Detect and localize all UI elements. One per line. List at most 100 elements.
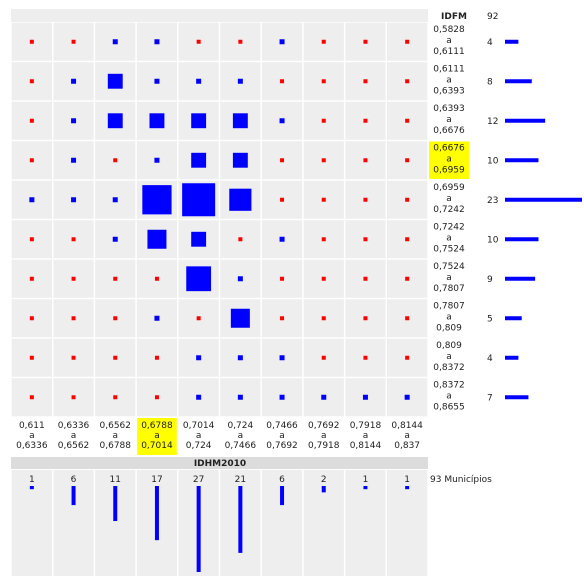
column-bar-cell xyxy=(303,470,344,576)
frequency-square xyxy=(321,394,327,400)
zero-frequency-marker xyxy=(238,237,243,242)
zero-frequency-marker xyxy=(321,276,326,281)
row-range-label: 0,8655 xyxy=(433,403,465,413)
y-axis-title: IDFM xyxy=(441,12,467,22)
row-range-label: 0,8372 xyxy=(433,363,465,373)
column-count-bar xyxy=(71,486,76,506)
frequency-square xyxy=(112,197,118,203)
row-range-label: 0,5828 xyxy=(433,25,465,35)
frequency-square xyxy=(279,236,285,242)
zero-frequency-marker xyxy=(321,118,326,123)
column-count-label: 27 xyxy=(193,475,204,485)
row-range-labels: 0,5828a0,61110,6111a0,63930,6393a0,66760… xyxy=(429,25,469,413)
column-range-label: 0,6562 xyxy=(58,441,90,451)
column-count-bar xyxy=(405,486,410,490)
matrix-grid xyxy=(11,22,428,417)
column-count-bar xyxy=(154,486,159,541)
column-range-label: 0,7692 xyxy=(308,421,340,431)
zero-frequency-marker xyxy=(71,355,76,360)
row-range-label: 0,6959 xyxy=(433,166,465,176)
column-count-bars: 1 6 11 17 27 21 6 2 1 1 xyxy=(11,470,428,576)
column-range-label: a xyxy=(321,431,327,441)
column-range-label: a xyxy=(154,431,160,441)
zero-frequency-marker xyxy=(280,276,285,281)
row-count-label: 9 xyxy=(487,275,493,285)
zero-frequency-marker xyxy=(29,276,34,281)
zero-frequency-marker xyxy=(113,395,118,400)
frequency-square xyxy=(232,113,248,129)
zero-frequency-marker xyxy=(363,276,368,281)
zero-frequency-marker xyxy=(405,316,410,321)
column-range-label: 0,7466 xyxy=(225,441,257,451)
row-range-label: 0,8372 xyxy=(433,381,465,391)
frequency-square xyxy=(147,229,167,249)
zero-frequency-marker xyxy=(363,197,368,202)
row-count-bar xyxy=(505,197,582,202)
zero-frequency-marker xyxy=(321,158,326,163)
zero-frequency-marker xyxy=(29,316,34,321)
column-range-label: a xyxy=(112,431,118,441)
row-range-label: a xyxy=(446,392,452,402)
column-range-label: 0,6788 xyxy=(100,441,132,451)
zero-frequency-marker xyxy=(71,316,76,321)
zero-frequency-marker xyxy=(405,197,410,202)
row-count-bar xyxy=(505,276,536,281)
row-range-label: a xyxy=(446,352,452,362)
row-range-label: 0,7807 xyxy=(433,284,465,294)
column-bar-cell xyxy=(261,470,303,576)
frequency-square xyxy=(154,78,160,84)
row-range-label: 0,6393 xyxy=(433,87,465,97)
zero-frequency-marker xyxy=(363,118,368,123)
row-range-label: 0,7524 xyxy=(433,245,465,255)
frequency-square xyxy=(229,188,252,211)
zero-frequency-marker xyxy=(321,197,326,202)
column-range-label: 0,724 xyxy=(227,421,253,431)
row-count-label: 4 xyxy=(487,354,493,364)
zero-frequency-marker xyxy=(363,39,368,44)
row-range-label: 0,7242 xyxy=(433,205,465,215)
column-count-label: 17 xyxy=(151,475,162,485)
zero-frequency-marker xyxy=(363,79,368,84)
zero-frequency-marker xyxy=(154,276,159,281)
zero-frequency-marker xyxy=(321,237,326,242)
column-range-label: 0,7014 xyxy=(183,421,215,431)
column-count-label: 21 xyxy=(235,475,246,485)
row-range-label: 0,6393 xyxy=(433,104,465,114)
zero-frequency-marker xyxy=(321,355,326,360)
zero-frequency-marker xyxy=(113,355,118,360)
frequency-square xyxy=(29,197,35,203)
column-range-label: a xyxy=(29,431,35,441)
column-range-label: 0,837 xyxy=(394,441,420,451)
row-range-label: 0,6959 xyxy=(433,183,465,193)
frequency-square xyxy=(71,197,77,203)
zero-frequency-marker xyxy=(71,39,76,44)
zero-frequency-marker xyxy=(29,395,34,400)
column-range-label: 0,6562 xyxy=(100,421,132,431)
row-range-label: 0,6111 xyxy=(433,47,465,57)
row-count-label: 10 xyxy=(487,235,499,245)
column-range-label: 0,8144 xyxy=(350,441,382,451)
column-range-label: 0,6788 xyxy=(141,421,173,431)
zero-frequency-marker xyxy=(405,118,410,123)
frequency-square xyxy=(154,157,160,163)
row-range-label: a xyxy=(446,194,452,204)
x-axis-title-strip xyxy=(11,457,428,469)
frequency-square xyxy=(191,113,207,129)
zero-frequency-marker xyxy=(113,316,118,321)
row-count-label: 12 xyxy=(487,117,498,127)
row-highlight xyxy=(429,141,469,179)
column-count-bar xyxy=(280,486,285,506)
row-range-label: 0,7242 xyxy=(433,223,465,233)
frequency-square xyxy=(196,78,202,84)
row-count-label: 7 xyxy=(487,393,493,403)
zero-frequency-marker xyxy=(321,79,326,84)
zero-frequency-marker xyxy=(280,158,285,163)
row-range-label: 0,809 xyxy=(436,341,462,351)
zero-frequency-marker xyxy=(363,237,368,242)
row-count-bar xyxy=(505,118,546,123)
row-count-label: 23 xyxy=(487,196,498,206)
row-count-bar xyxy=(505,355,519,360)
column-count-bar xyxy=(113,486,118,522)
row-range-label: 0,6676 xyxy=(433,144,465,154)
